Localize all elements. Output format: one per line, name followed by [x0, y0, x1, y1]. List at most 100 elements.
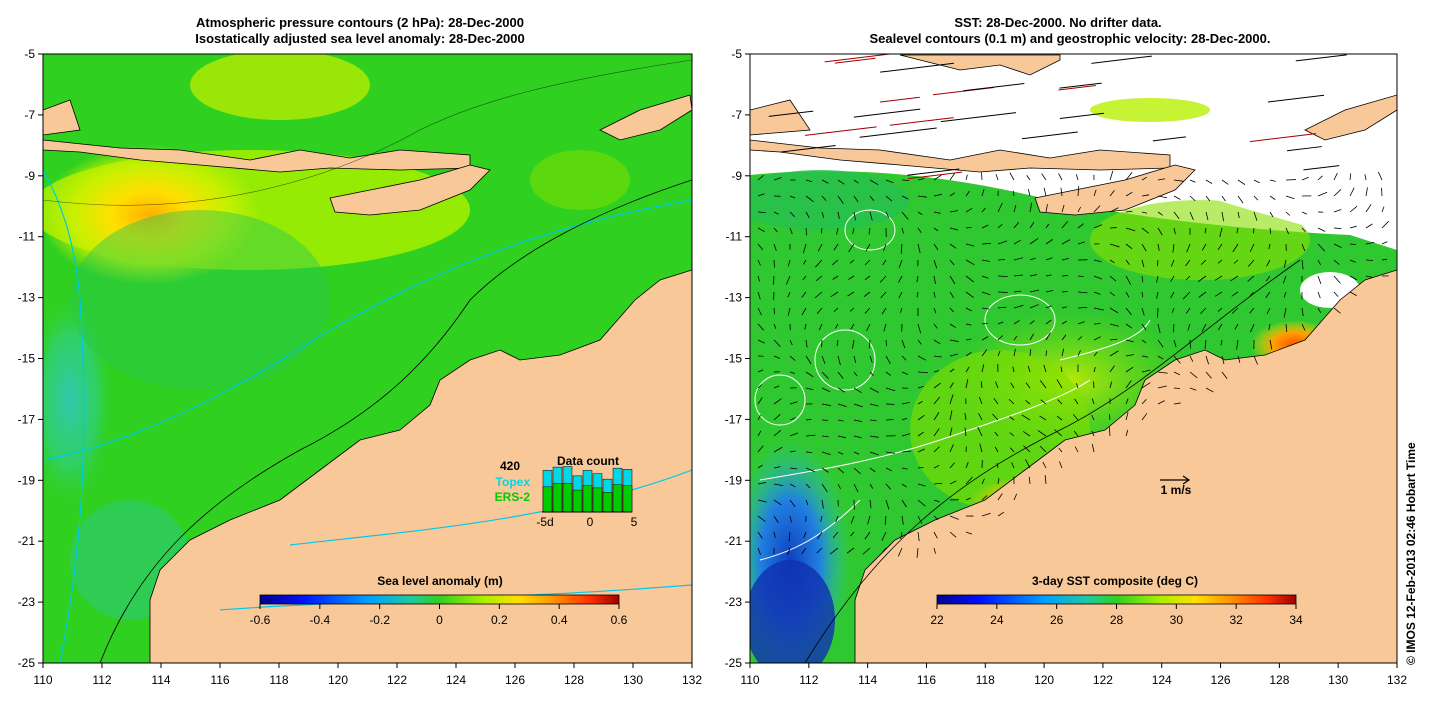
velocity-arrow [1268, 243, 1271, 250]
velocity-arrow [1027, 189, 1031, 197]
velocity-arrow [1075, 174, 1079, 181]
velocity-arrow [1077, 336, 1083, 341]
velocity-arrow [933, 355, 942, 358]
velocity-arrow [1349, 259, 1356, 263]
velocity-arrow [821, 211, 825, 218]
velocity-arrow [885, 355, 891, 365]
velocity-arrow [883, 323, 887, 332]
velocity-arrow [1072, 414, 1079, 421]
velocity-arrow [1189, 211, 1194, 220]
lon-tick-label: 124 [446, 673, 466, 687]
data-count-title: Data count [557, 454, 619, 468]
velocity-arrow [869, 211, 873, 221]
velocity-arrow [1285, 323, 1288, 333]
velocity-arrow [1021, 414, 1031, 421]
velocity-arrow [1029, 237, 1039, 245]
lon-tick-label: 128 [1269, 673, 1289, 687]
velocity-arrow [757, 464, 763, 469]
velocity-arrow [965, 351, 972, 357]
velocity-arrow [900, 531, 903, 539]
velocity-arrow [1156, 291, 1159, 299]
lat-tick-label: -19 [725, 473, 743, 487]
velocity-arrow [1040, 399, 1047, 405]
velocity-arrow [1173, 371, 1181, 376]
velocity-arrow [1197, 275, 1207, 282]
velocity-arrow [881, 307, 887, 315]
velocity-arrow [901, 450, 912, 453]
velocity-arrow [853, 211, 856, 221]
velocity-arrow [917, 323, 922, 334]
velocity-arrow [885, 451, 895, 454]
velocity-arrow [789, 371, 795, 374]
velocity-arrow [1141, 369, 1151, 373]
velocity-arrow [773, 398, 782, 405]
velocity-arrow [1029, 333, 1035, 341]
velocity-arrow [757, 397, 763, 405]
velocity-arrow [850, 531, 855, 537]
velocity-arrow [901, 499, 907, 508]
velocity-arrow [869, 483, 874, 489]
lat-tick-label: -7 [24, 108, 35, 122]
velocity-arrow [1189, 195, 1196, 202]
left-colorbar-label: Sea level anomaly (m) [377, 574, 502, 588]
velocity-arrow [949, 227, 958, 231]
velocity-arrow [917, 211, 923, 215]
velocity-arrow [816, 531, 823, 540]
velocity-arrow [1220, 339, 1223, 346]
velocity-streak [963, 82, 1025, 92]
velocity-arrow [997, 275, 1008, 278]
velocity-arrow [977, 426, 983, 437]
velocity-arrow [837, 195, 844, 204]
colorbar-tick-label: 24 [990, 613, 1004, 627]
colorbar-tick-label: 30 [1170, 613, 1184, 627]
velocity-arrow [1013, 290, 1022, 293]
velocity-arrow [1170, 275, 1175, 282]
velocity-arrow [917, 531, 920, 542]
velocity-arrow [1141, 355, 1149, 358]
lat-tick-label: -23 [18, 595, 36, 609]
left-lat-ticks: -5 -7 -9 -11 -13 -15 -17 -19 -21 -23 -25 [18, 47, 43, 670]
velocity-arrow [883, 243, 887, 252]
velocity-arrow [1205, 355, 1210, 365]
velocity-arrow [1301, 211, 1308, 215]
velocity-arrow [885, 339, 887, 347]
velocity-arrow [789, 432, 799, 437]
lat-tick-label: -11 [19, 230, 36, 244]
velocity-arrow [981, 224, 989, 229]
velocity-arrow [821, 483, 828, 493]
lon-tick-label: 118 [269, 673, 288, 687]
velocity-arrow [805, 387, 814, 391]
land-north-islands [599, 94, 692, 141]
velocity-scale: 1 m/s [1160, 475, 1192, 497]
velocity-arrow [837, 211, 840, 219]
lon-tick-label: 118 [976, 673, 995, 687]
velocity-arrow [1157, 227, 1163, 236]
velocity-arrow [830, 547, 839, 555]
velocity-arrow [1077, 350, 1081, 357]
velocity-arrow [853, 195, 859, 203]
velocity-arrow [1093, 366, 1096, 373]
velocity-arrow [933, 396, 940, 405]
colorbar-tick-label: -0.6 [250, 613, 271, 627]
velocity-arrow [1025, 382, 1031, 389]
velocity-arrow [773, 499, 782, 506]
velocity-arrow [853, 467, 861, 475]
velocity-arrow [997, 291, 1008, 293]
velocity-arrow [869, 435, 879, 438]
velocity-arrow [853, 419, 862, 422]
velocity-arrow [1045, 274, 1052, 277]
velocity-arrow [917, 243, 921, 254]
velocity-arrow [1125, 291, 1130, 298]
data-count-ers2-label: ERS-2 [495, 490, 531, 504]
ers2-bar [592, 487, 603, 513]
velocity-arrow [1157, 195, 1168, 199]
lat-tick-label: -11 [726, 230, 743, 244]
velocity-arrow [1198, 291, 1207, 298]
velocity-arrow [994, 431, 999, 437]
velocity-arrow [1231, 291, 1239, 297]
velocity-arrow [1125, 323, 1133, 329]
velocity-arrow [1234, 323, 1239, 330]
velocity-arrow [787, 259, 791, 267]
velocity-arrow [757, 193, 765, 197]
velocity-arrow [949, 275, 956, 285]
